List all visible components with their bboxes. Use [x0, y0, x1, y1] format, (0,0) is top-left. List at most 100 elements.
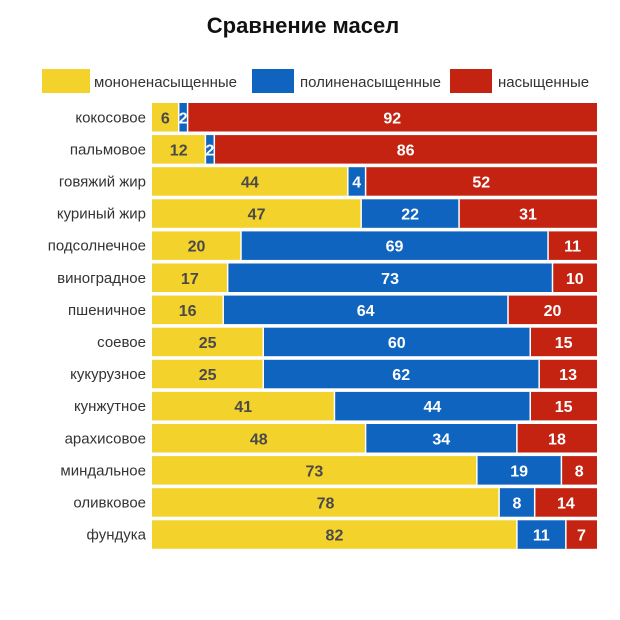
- bar-segment-7-1: [263, 327, 531, 357]
- data-label-8-0: 25: [199, 367, 217, 384]
- legend-swatch-2: [450, 69, 492, 93]
- bar-segment-2-0: [152, 167, 348, 196]
- category-label-6: пшеничное: [68, 302, 146, 319]
- data-label-1-1: 2: [205, 142, 214, 159]
- data-label-3-2: 31: [519, 207, 537, 224]
- category-label-3: куриный жир: [57, 206, 146, 223]
- data-label-6-1: 64: [357, 303, 375, 320]
- data-label-4-0: 20: [188, 239, 206, 256]
- data-label-9-2: 15: [555, 399, 573, 416]
- data-label-13-2: 7: [577, 528, 586, 545]
- category-label-12: оливковое: [73, 494, 146, 511]
- bar-segment-1-2: [214, 135, 598, 164]
- bar-segment-5-2: [552, 263, 597, 292]
- bar-segment-3-0: [152, 199, 362, 228]
- bar-segment-6-2: [508, 295, 597, 325]
- category-label-2: говяжий жир: [59, 173, 146, 190]
- data-label-10-1: 34: [432, 431, 450, 448]
- bar-segment-8-0: [152, 359, 264, 389]
- bar-segment-0-2: [187, 103, 597, 132]
- bar-segment-1-1: [205, 135, 215, 164]
- legend: мононенасыщенные полиненасыщенные насыщенн…: [42, 69, 589, 93]
- data-label-13-0: 82: [326, 528, 344, 545]
- bar-segment-11-2: [561, 456, 597, 485]
- data-label-5-0: 17: [181, 271, 199, 288]
- category-label-0: кокосовое: [75, 109, 146, 126]
- data-label-10-0: 48: [250, 431, 268, 448]
- category-label-11: миндальное: [60, 462, 146, 479]
- bar-segment-7-0: [152, 327, 264, 357]
- legend-label-1: полиненасыщенные: [300, 74, 441, 91]
- bar-segment-5-1: [227, 263, 553, 292]
- data-label-11-1: 19: [510, 463, 528, 480]
- bar-segment-9-2: [530, 391, 597, 421]
- data-label-0-0: 6: [161, 110, 170, 127]
- data-label-1-2: 86: [397, 142, 415, 159]
- legend-label-0: мононенасыщенные: [94, 74, 237, 91]
- bar-segment-5-0: [152, 263, 228, 292]
- bar-segment-6-1: [223, 295, 508, 325]
- data-label-3-1: 22: [401, 207, 419, 224]
- data-label-7-1: 60: [388, 335, 406, 352]
- category-label-5: виноградное: [57, 270, 146, 287]
- bar-segment-2-1: [347, 167, 366, 196]
- bar-segment-2-2: [365, 167, 597, 196]
- bar-segment-3-2: [459, 199, 597, 228]
- legend-swatch-1: [252, 69, 294, 93]
- data-label-13-1: 11: [533, 528, 550, 545]
- data-label-0-2: 92: [383, 110, 401, 127]
- data-label-9-1: 44: [423, 399, 441, 416]
- data-label-3-0: 47: [248, 207, 266, 224]
- bar-segment-7-2: [530, 327, 597, 357]
- bar-segment-12-0: [152, 488, 500, 517]
- data-label-2-2: 52: [472, 174, 490, 191]
- category-label-10: арахисовое: [65, 430, 146, 447]
- bar-segment-4-0: [152, 231, 241, 260]
- bar-segment-10-0: [152, 424, 366, 453]
- bar-segment-11-1: [476, 456, 562, 485]
- data-label-11-2: 8: [575, 463, 584, 480]
- data-label-12-0: 78: [317, 495, 335, 512]
- data-label-10-2: 18: [548, 431, 566, 448]
- data-label-6-2: 20: [544, 303, 562, 320]
- bar-segment-10-1: [365, 424, 517, 453]
- data-label-6-0: 16: [179, 303, 197, 320]
- data-label-5-1: 73: [381, 271, 399, 288]
- category-label-1: пальмовое: [70, 141, 146, 158]
- category-label-13: фундука: [87, 527, 147, 544]
- bar-segment-12-2: [534, 488, 597, 517]
- data-label-7-2: 15: [555, 335, 573, 352]
- data-label-5-2: 10: [566, 271, 584, 288]
- data-label-12-1: 8: [512, 495, 521, 512]
- data-label-1-0: 12: [170, 142, 188, 159]
- bar-segment-9-1: [334, 391, 531, 421]
- bar-segment-4-1: [241, 231, 549, 260]
- bar-segment-8-2: [539, 359, 597, 389]
- data-label-0-1: 2: [179, 110, 188, 127]
- bar-segment-8-1: [263, 359, 540, 389]
- bar-segment-12-1: [499, 488, 535, 517]
- category-label-9: кунжутное: [74, 398, 146, 415]
- data-label-2-0: 44: [241, 174, 259, 191]
- category-label-7: соевое: [97, 334, 146, 351]
- bar-segment-9-0: [152, 391, 335, 421]
- data-label-4-2: 11: [564, 239, 581, 256]
- bar-segment-1-0: [152, 135, 206, 164]
- data-label-8-1: 62: [392, 367, 410, 384]
- data-label-2-1: 4: [352, 174, 361, 191]
- bar-segment-4-2: [548, 231, 597, 260]
- bar-segment-3-1: [361, 199, 460, 228]
- bar-segment-10-2: [516, 424, 597, 453]
- data-label-8-2: 13: [559, 367, 577, 384]
- category-label-8: кукурузное: [70, 366, 146, 383]
- data-label-7-0: 25: [199, 335, 217, 352]
- legend-label-2: насыщенные: [498, 74, 589, 91]
- bar-segment-13-1: [516, 520, 566, 549]
- bar-segment-0-0: [152, 103, 179, 132]
- bar-segment-11-0: [152, 456, 477, 485]
- bar-segment-13-0: [152, 520, 517, 549]
- data-label-12-2: 14: [557, 495, 575, 512]
- data-label-4-1: 69: [386, 239, 404, 256]
- data-label-9-0: 41: [234, 399, 252, 416]
